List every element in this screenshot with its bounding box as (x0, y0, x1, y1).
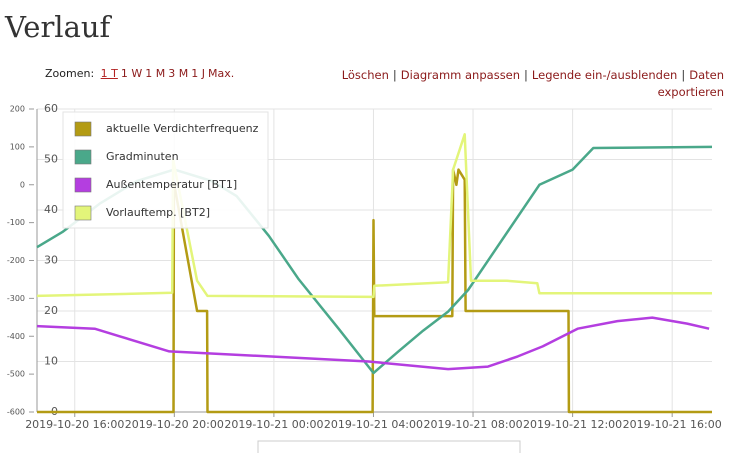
action-link[interactable]: Legende ein-/ausblenden (531, 68, 678, 82)
x-tick-label: 2019-10-21 08:00 (423, 418, 522, 431)
legend-box (62, 111, 269, 229)
separator: | (392, 68, 397, 82)
legend-swatch (74, 121, 92, 137)
zoom-option[interactable]: Max. (208, 67, 235, 80)
y-tick-label: -500 (7, 370, 25, 379)
y2-tick-label: 60 (44, 102, 58, 115)
navigator (257, 440, 521, 453)
y-tick-label: -100 (7, 218, 25, 227)
y-tick-label: 0 (20, 180, 25, 189)
legend-label: Vorlauftemp. [BT2] (106, 206, 210, 219)
x-tick-label: 2019-10-21 16:00 (623, 418, 722, 431)
page-title: Verlauf (5, 10, 111, 44)
legend-swatch (74, 205, 92, 221)
legend-label: Gradminuten (106, 150, 179, 163)
x-tick-label: 2019-10-21 00:00 (224, 418, 323, 431)
y-tick-label: -300 (7, 294, 25, 303)
y-tick-label: 100 (10, 142, 25, 151)
legend-swatch (74, 177, 92, 193)
legend-label: Außentemperatur [BT1] (106, 178, 237, 191)
y-tick-label: 200 (10, 105, 25, 114)
action-link[interactable]: Löschen (341, 68, 389, 82)
x-tick-label: 2019-10-20 20:00 (125, 418, 224, 431)
zoom-option[interactable]: 1 J (191, 67, 205, 80)
y2-tick-label: 50 (44, 153, 58, 166)
x-tick-label: 2019-10-21 04:00 (324, 418, 423, 431)
y2-tick-label: 20 (44, 304, 58, 317)
zoom-option[interactable]: 1 M (145, 67, 166, 80)
zoom-option[interactable]: 1 W (120, 67, 143, 80)
x-tick-label: 2019-10-20 16:00 (25, 418, 124, 431)
y-tick-label: -400 (7, 332, 25, 341)
zoom-label: Zoomen: (45, 67, 95, 80)
x-tick-label: 2019-10-21 12:00 (523, 418, 622, 431)
y2-tick-label: 30 (44, 254, 58, 267)
action-link[interactable]: Diagramm anpassen (400, 68, 521, 82)
y-tick-label: -600 (7, 408, 25, 417)
y2-tick-label: 10 (44, 355, 58, 368)
y-tick-label: -200 (7, 256, 25, 265)
zoom-option[interactable]: 1 T (100, 67, 118, 80)
separator: | (524, 68, 528, 82)
action-bar: Löschen | Diagramm anpassen | Legende ein-/a… (334, 67, 724, 101)
action-link[interactable]: Daten exportieren (657, 68, 724, 99)
separator: | (681, 68, 686, 82)
y2-tick-label: 40 (44, 203, 58, 216)
zoom-option[interactable]: 3 M (168, 67, 189, 80)
series-line (36, 316, 710, 371)
legend-swatch (74, 149, 92, 165)
legend-label: aktuelle Verdichterfrequenz (106, 122, 259, 135)
